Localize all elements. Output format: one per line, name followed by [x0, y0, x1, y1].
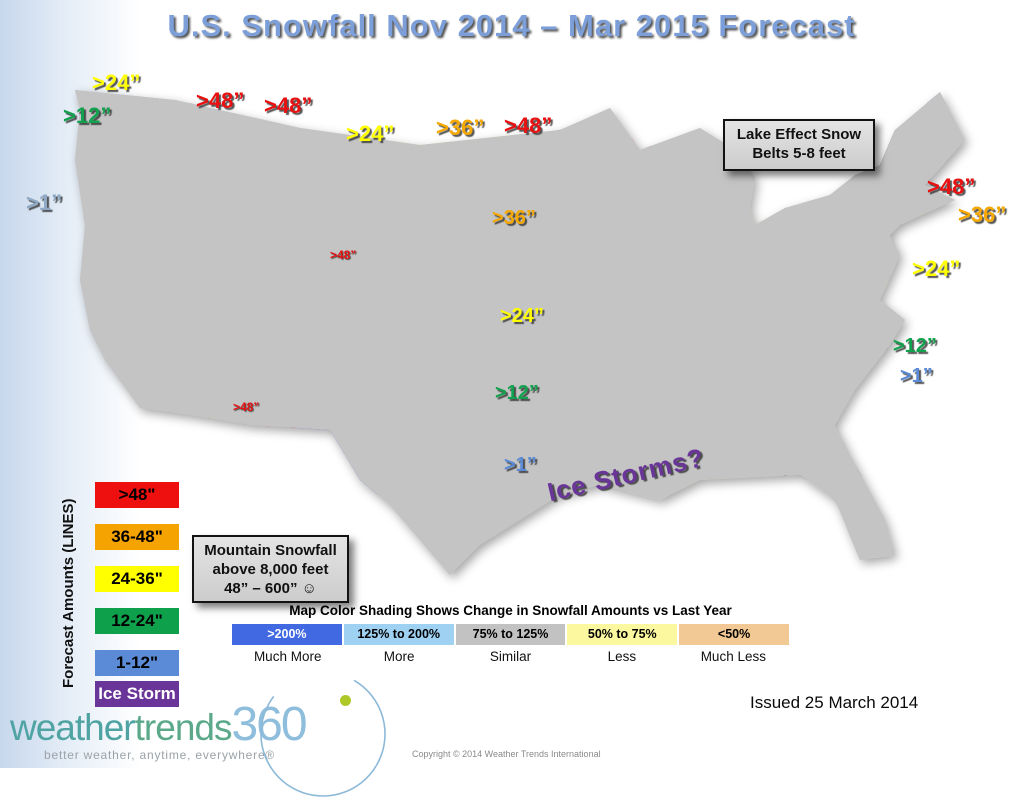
map-label-1in-south: >1” — [504, 454, 537, 476]
copyright-text: Copyright © 2014 Weather Trends Internat… — [412, 749, 601, 759]
logo-word-trends: trends — [134, 707, 233, 748]
logo-green-dot — [340, 695, 351, 706]
logo-word-360: 360 — [231, 698, 307, 751]
map-label-36in-ne: >36” — [958, 202, 1007, 227]
map-label-48in-n3: >48” — [504, 113, 553, 138]
map-label-12in-e: >12” — [893, 335, 937, 357]
shading-name-more: More — [383, 649, 415, 664]
shading-legend-bar: >200% 125% to 200% 75% to 125% 50% to 75… — [232, 624, 789, 645]
legend-swatch-12-24: 12-24" — [95, 608, 179, 634]
logo-word-weather: weather — [10, 707, 136, 748]
map-label-48in-plains: >48” — [330, 248, 357, 262]
map-label-48in-sw: >48” — [233, 400, 260, 414]
mountain-line1: Mountain Snowfall — [204, 542, 337, 559]
map-label-12in-mid: >12” — [495, 382, 539, 404]
issued-date: Issued 25 March 2014 — [750, 693, 919, 712]
shading-cell-similar: 75% to 125% — [455, 624, 566, 645]
shading-name-less: Less — [607, 649, 637, 664]
us-map-graphic — [74, 89, 966, 576]
map-label-12in-nw: >12” — [63, 103, 112, 128]
map-label-24in-nw: >24” — [92, 70, 141, 95]
map-label-48in-ne: >48” — [927, 174, 976, 199]
map-label-48in-n1: >48” — [196, 88, 245, 113]
map-label-36in-mid: >36” — [492, 207, 536, 229]
shading-legend-title: Map Color Shading Shows Change in Snowfa… — [289, 603, 732, 618]
map-label-1in-e: >1” — [900, 365, 933, 387]
shading-cell-much-more: >200% — [232, 624, 342, 645]
legend-swatch-1-12: 1-12" — [95, 650, 179, 676]
legend-swatch-24-36: 24-36" — [95, 566, 179, 592]
legend-swatch-gt48: >48" — [95, 482, 179, 508]
mountain-line3: 48” – 600” ☺ — [224, 580, 317, 598]
logo-tagline: better weather, anytime, everywhere® — [44, 748, 276, 762]
shading-cell-less: 50% to 75% — [567, 624, 678, 645]
map-label-24in-ne: >24” — [912, 256, 961, 281]
weathertrends-logo: weathertrends360 better weather, anytime… — [10, 671, 386, 797]
shading-cell-much-less: <50% — [679, 624, 789, 645]
line-legend-axis-label: Forecast Amounts (LINES) — [60, 498, 77, 688]
shading-name-similar: Similar — [489, 649, 532, 664]
lake-effect-callout: Lake Effect Snow Belts 5-8 feet — [723, 119, 875, 171]
map-label-24in-mid: >24” — [500, 305, 544, 327]
map-label-1in-west: >1” — [26, 190, 63, 215]
map-label-24in-n: >24” — [346, 121, 395, 146]
map-label-36in-n: >36” — [436, 115, 485, 140]
shading-legend-names: Much More More Similar Less Much Less — [232, 649, 789, 664]
us-snowfall-map: >24” >12” >48” >48” >24” >36” >48” >1” >… — [26, 70, 1007, 603]
shading-cell-more: 125% to 200% — [343, 624, 454, 645]
mountain-line2: above 8,000 feet — [212, 561, 329, 579]
legend-swatch-ice: Ice Storm — [95, 681, 179, 707]
map-label-48in-n2: >48” — [264, 93, 313, 118]
lake-effect-line1: Lake Effect Snow — [736, 126, 862, 143]
shading-name-much-less: Much Less — [700, 649, 766, 664]
lake-effect-line2: Belts 5-8 feet — [752, 145, 846, 163]
shading-name-much-more: Much More — [253, 649, 322, 664]
page-title: U.S. Snowfall Nov 2014 – Mar 2015 Foreca… — [167, 8, 856, 43]
legend-swatch-36-48: 36-48" — [95, 524, 179, 550]
mountain-snowfall-callout: Mountain Snowfall above 8,000 feet 48” –… — [192, 535, 349, 603]
